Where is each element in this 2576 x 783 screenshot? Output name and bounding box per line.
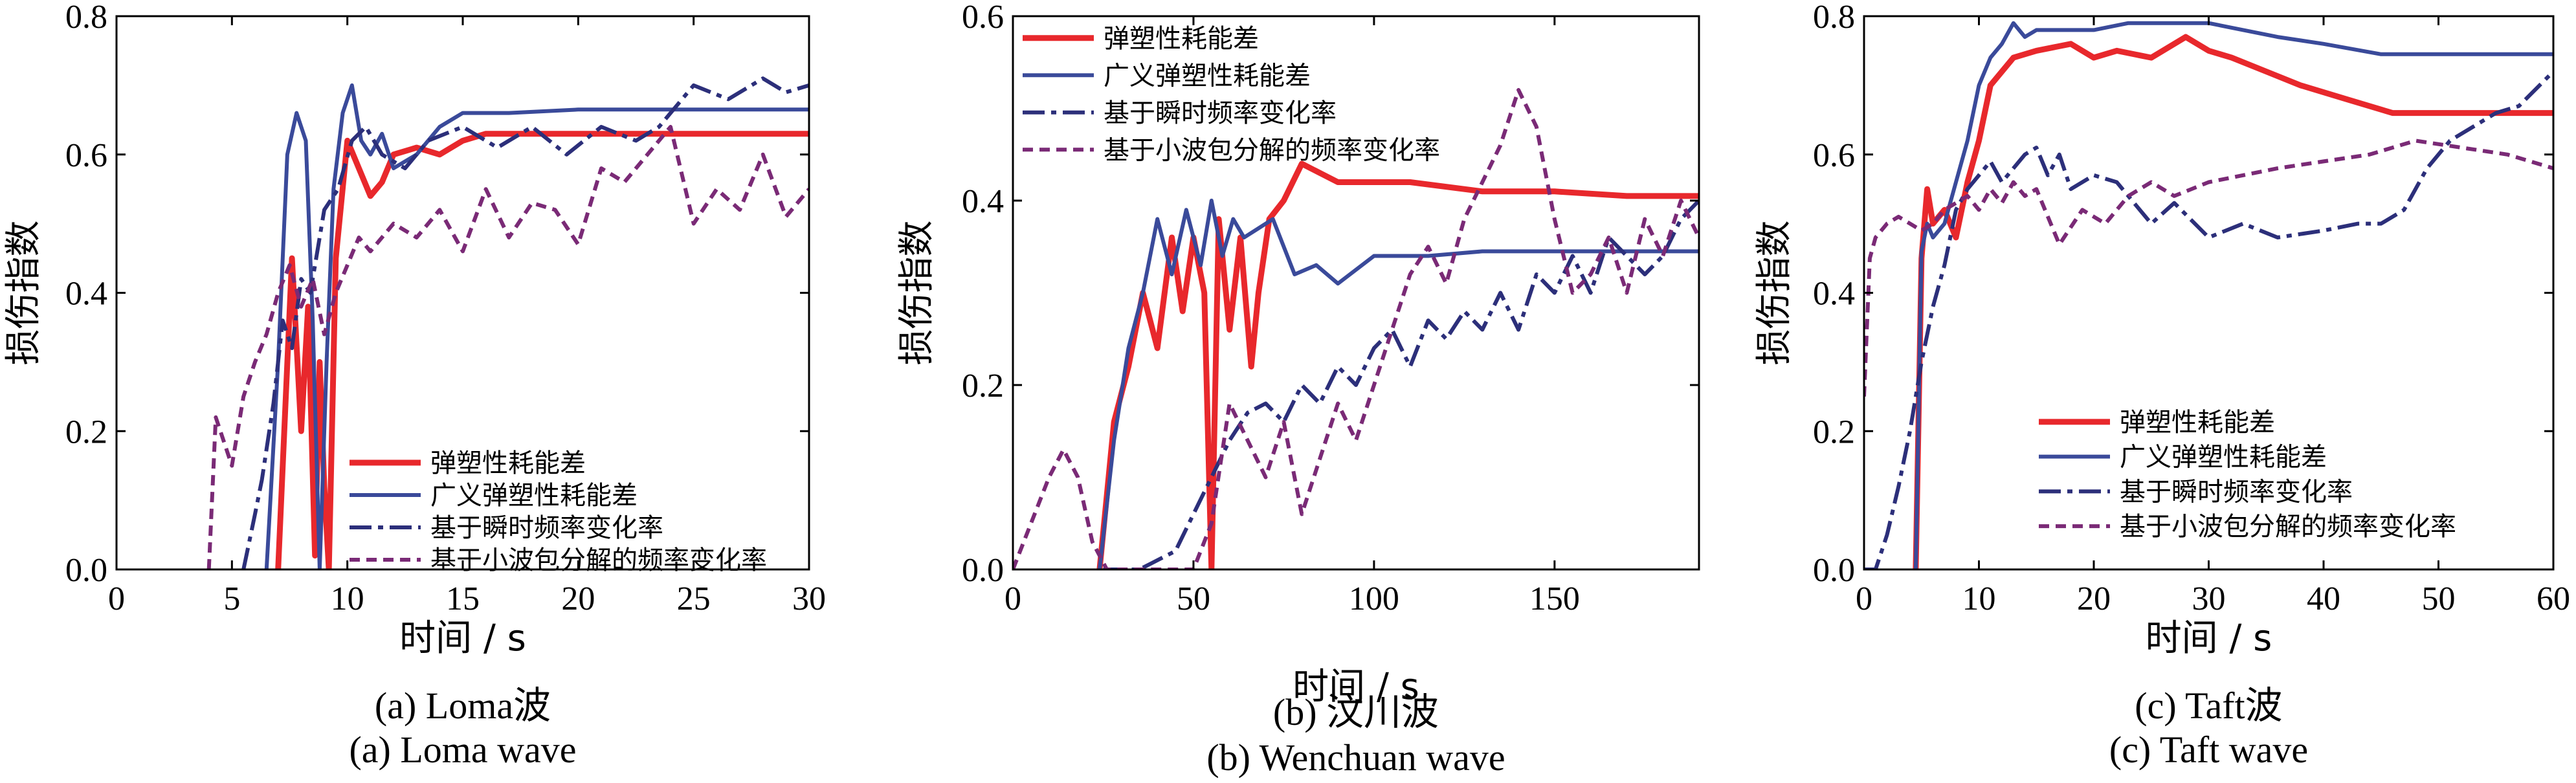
- x-tick-label: 15: [446, 580, 480, 617]
- series-line-3: [1864, 70, 2553, 569]
- x-tick-label: 30: [2192, 580, 2226, 617]
- y-axis-label: 损伤指数: [896, 221, 938, 366]
- chart-panel-2: 0 50 100 150 0.0 0.2 0.4 0.6 时间 / s 损伤指数 弹塑性耗能差广义弹…: [896, 0, 1700, 778]
- series-line-4: [1013, 88, 1699, 569]
- chart-panel-3: 0 10 20 30 40 50 60 0.0 0.2 0.4 0.6 0.8 时间 / s 损伤指数弹塑…: [1753, 0, 2570, 771]
- series-line-1: [1913, 34, 2553, 569]
- caption-cn: (c) Taft波: [2135, 685, 2282, 727]
- x-axis-label: 时间 / s: [1293, 666, 1419, 708]
- y-tick-label: 0.0: [65, 552, 107, 589]
- x-tick-label: 50: [1177, 580, 1210, 617]
- y-tick-label: 0.2: [65, 414, 107, 450]
- y-tick-label: 0.8: [1813, 0, 1855, 36]
- legend-label: 广义弹塑性耗能差: [1104, 61, 1311, 91]
- chart-panel-1: 0 5 10 15 20 25 30 0.0 0.2 0.4 0.6 0.8 时间 / s 损伤指数弹塑性…: [3, 0, 826, 771]
- legend-label: 基于小波包分解的频率变化率: [430, 546, 767, 575]
- panels: 0 5 10 15 20 25 300.00.20.40.60.8时间 / s损伤指数弹塑性…: [3, 0, 2570, 778]
- y-tick-label: 0.6: [65, 137, 107, 174]
- legend-label: 基于瞬时频率变化率: [2120, 477, 2353, 507]
- x-tick-label: 60: [2537, 580, 2570, 617]
- y-tick-label: 0.2: [962, 368, 1004, 404]
- x-tick-label: 10: [1962, 580, 1996, 617]
- series-line-2: [1913, 21, 2553, 569]
- y-tick-label: 0.2: [1813, 414, 1855, 450]
- y-tick-label: 0.4: [65, 276, 107, 313]
- x-axis-label: 时间 / s: [2146, 617, 2272, 659]
- series-line-2: [264, 83, 809, 569]
- x-tick-label: 50: [2422, 580, 2456, 617]
- legend-label: 基于小波包分解的频率变化率: [2120, 512, 2456, 542]
- caption-en: (b) Wenchuan wave: [1206, 736, 1505, 778]
- x-tick-label: 0: [108, 580, 125, 617]
- y-axis-label: 损伤指数: [3, 221, 45, 366]
- x-tick-label: 30: [792, 580, 826, 617]
- x-tick-label: 5: [223, 580, 240, 617]
- caption-cn: (a) Loma波: [375, 685, 551, 727]
- series-line-3: [241, 76, 809, 569]
- caption-en: (c) Taft wave: [2109, 729, 2308, 771]
- y-tick-label: 0.6: [1813, 137, 1855, 174]
- legend-label: 弹塑性耗能差: [1104, 24, 1259, 54]
- plot-frame: [1012, 15, 1700, 571]
- legend-label: 广义弹塑性耗能差: [2120, 443, 2327, 472]
- x-tick-label: 0: [1005, 580, 1021, 617]
- x-axis-label: 时间 / s: [399, 617, 526, 659]
- y-tick-label: 0.4: [1813, 276, 1855, 313]
- x-tick-label: 100: [1349, 580, 1399, 617]
- x-tick-label: 25: [677, 580, 711, 617]
- y-tick-label: 0.4: [962, 183, 1004, 220]
- legend-label: 弹塑性耗能差: [2120, 408, 2275, 437]
- y-axis-label: 损伤指数: [1753, 221, 1795, 366]
- x-tick-label: 10: [331, 580, 364, 617]
- x-tick-label: 0: [1856, 580, 1872, 617]
- series-line-4: [1864, 138, 2553, 397]
- y-tick-label: 0.0: [1813, 552, 1855, 589]
- caption-cn: (b) 汶川波: [1273, 691, 1439, 733]
- y-tick-label: 0.6: [962, 0, 1004, 36]
- x-tick-label: 40: [2307, 580, 2340, 617]
- x-tick-label: 20: [561, 580, 595, 617]
- legend-label: 广义弹塑性耗能差: [430, 481, 638, 511]
- series-line-4: [206, 125, 809, 569]
- y-tick-label: 0.0: [962, 552, 1004, 589]
- x-tick-label: 20: [2077, 580, 2111, 617]
- legend-label: 基于小波包分解的频率变化率: [1104, 135, 1440, 165]
- legend-label: 基于瞬时频率变化率: [1104, 98, 1337, 128]
- series-line-2: [1097, 199, 1699, 569]
- caption-en: (a) Loma wave: [349, 729, 576, 771]
- series-line-1: [275, 131, 809, 569]
- x-tick-label: 150: [1529, 580, 1580, 617]
- series-line-1: [1096, 160, 1699, 569]
- legend-label: 弹塑性耗能差: [430, 448, 586, 478]
- y-tick-label: 0.8: [65, 0, 107, 36]
- legend-label: 基于瞬时频率变化率: [430, 513, 663, 543]
